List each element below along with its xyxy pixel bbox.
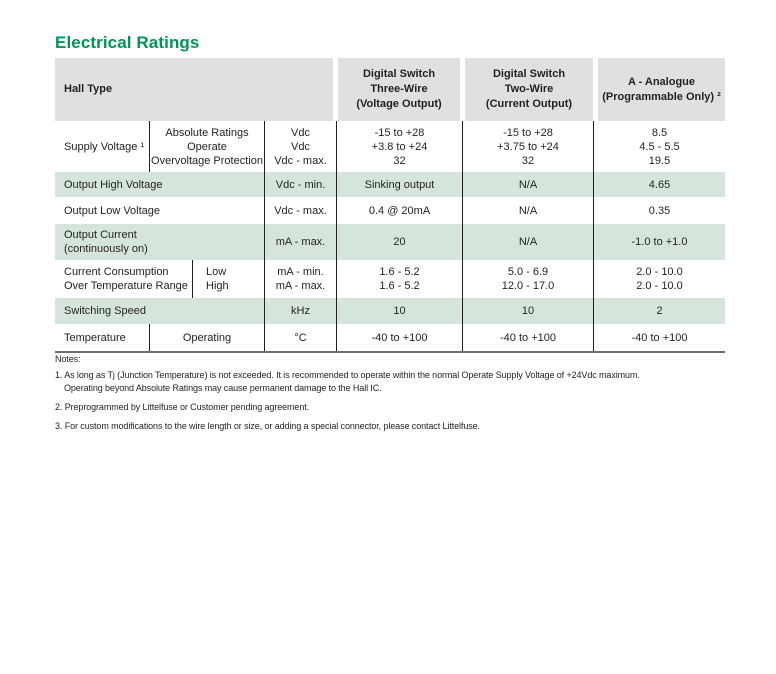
cell-two-wire: N/A: [463, 197, 594, 224]
cell-analogue: 4.65: [648, 178, 671, 191]
electrical-ratings-table: Hall Type Digital Switch Three-Wire (Vol…: [55, 58, 725, 353]
cell-label: Current Consumption Over Temperature Ran…: [55, 260, 193, 298]
table-header-row: Hall Type Digital Switch Three-Wire (Vol…: [55, 58, 725, 121]
cell-two-wire: N/A: [463, 172, 594, 197]
cell-two-wire: -15 to +28 +3.75 to +24 32: [463, 121, 594, 172]
cell-label: Output High Voltage: [55, 172, 265, 197]
table-bottom-rule: [55, 351, 725, 353]
cell-two-wire: 5.0 - 6.9 12.0 - 17.0: [463, 260, 594, 298]
cell-analogue: -1.0 to +1.0: [631, 236, 688, 248]
header-three-wire: Digital Switch Three-Wire (Voltage Outpu…: [338, 58, 460, 121]
cell-units: °C: [265, 324, 337, 351]
cell-label: Temperature: [55, 324, 150, 351]
cell-three-wire: 1.6 - 5.2 1.6 - 5.2: [337, 260, 463, 298]
cell-units: mA - max.: [265, 224, 337, 260]
cell-two-wire: -40 to +100: [463, 324, 594, 351]
cell-analogue: 2.0 - 10.0 2.0 - 10.0: [636, 266, 683, 292]
cell-two-wire: N/A: [463, 224, 594, 260]
table-row-switching-speed: Switching Speed kHz 10 10 2: [55, 298, 725, 324]
cell-units: Vdc - min.: [265, 172, 337, 197]
table-row-output-current: Output Current (continuously on) mA - ma…: [55, 224, 725, 260]
table-row-output-low-voltage: Output Low Voltage Vdc - max. 0.4 @ 20mA…: [55, 197, 725, 224]
cell-label: Output Current (continuously on): [55, 224, 265, 260]
cell-three-wire: -40 to +100: [337, 324, 463, 351]
notes-heading: Notes:: [55, 354, 81, 364]
table-row-temperature: Temperature Operating °C -40 to +100 -40…: [55, 324, 725, 351]
cell-label: Switching Speed: [55, 298, 265, 324]
cell-label: Output Low Voltage: [55, 197, 265, 224]
cell-two-wire: 10: [463, 298, 594, 324]
cell-analogue: -40 to +100: [631, 331, 688, 344]
header-hall-type: Hall Type: [55, 58, 333, 121]
header-analogue: A - Analogue (Programmable Only) ²: [598, 58, 725, 121]
table-row-supply-voltage: Supply Voltage ¹ Absolute Ratings Operat…: [55, 121, 725, 172]
note-3: 3. For custom modifications to the wire …: [55, 421, 480, 431]
page-title: Electrical Ratings: [55, 33, 200, 52]
cell-units: kHz: [265, 298, 337, 324]
cell-label: Supply Voltage ¹: [55, 121, 150, 172]
note-2: 2. Preprogrammed by Littelfuse or Custom…: [55, 402, 310, 412]
cell-analogue: 8.5 4.5 - 5.5 19.5: [639, 126, 680, 167]
cell-three-wire: 20: [337, 224, 463, 260]
cell-sublabel: Low High: [193, 260, 265, 298]
cell-three-wire: 0.4 @ 20mA: [337, 197, 463, 224]
cell-three-wire: Sinking output: [337, 172, 463, 197]
table-row-output-high-voltage: Output High Voltage Vdc - min. Sinking o…: [55, 172, 725, 197]
cell-analogue: 0.35: [648, 204, 671, 217]
cell-sublabel: Absolute Ratings Operate Overvoltage Pro…: [150, 121, 265, 172]
cell-units: mA - min. mA - max.: [265, 260, 337, 298]
header-two-wire: Digital Switch Two-Wire (Current Output): [465, 58, 593, 121]
cell-sublabel: Operating: [150, 324, 265, 351]
table-row-current-consumption: Current Consumption Over Temperature Ran…: [55, 260, 725, 298]
cell-three-wire: -15 to +28 +3.8 to +24 32: [337, 121, 463, 172]
cell-three-wire: 10: [337, 298, 463, 324]
cell-units: Vdc - max.: [265, 197, 337, 224]
note-1: 1. As long as Tj (Junction Temperature) …: [55, 370, 640, 393]
notes-section: Notes: 1. As long as Tj (Junction Temper…: [55, 353, 705, 439]
cell-units: Vdc Vdc Vdc - max.: [265, 121, 337, 172]
cell-analogue: 2: [656, 305, 663, 317]
